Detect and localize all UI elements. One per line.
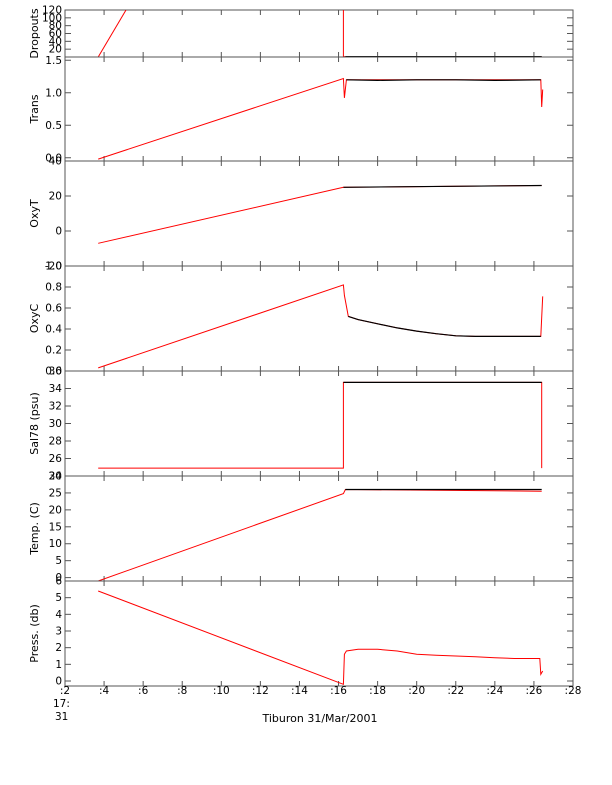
x-tick-label: :18	[369, 685, 386, 697]
panels-group: 20406080100120Dropouts0.00.51.01.5Trans-…	[28, 5, 574, 688]
panel-1: 0.0 0.5 1.0 1.5 Trans	[28, 55, 574, 164]
y-tick-label: 0	[55, 226, 62, 238]
y-tick-label: 100	[42, 12, 62, 24]
y-tick-label: 5	[55, 555, 62, 567]
y-tick-label: 0.2	[45, 345, 62, 357]
panel-3: 0.0 0.2 0.4 0.6 0.8 1.0 OxyC	[28, 261, 574, 378]
y-axis-title: OxyT	[28, 199, 41, 228]
x-axis-note-hour: 17:	[53, 698, 70, 710]
y-tick-label: 80	[49, 20, 62, 32]
series-group	[97, 10, 542, 57]
series-group	[98, 381, 543, 469]
series-line-raw	[97, 10, 127, 57]
y-tick-label: 20	[49, 44, 62, 56]
panel-4: 24 26 28 30 32 34 36 Sal78 (psu)	[28, 366, 574, 483]
y-tick-label: -20	[45, 261, 62, 273]
y-tick-label: 40	[49, 156, 62, 168]
x-axis: :2 :4 :6 :8 :10 :12 :14 :16 :18 :20 :22 :24 :26 :28	[60, 685, 582, 697]
y-tick-label: 5	[55, 592, 62, 604]
y-axis-title: Trans	[28, 94, 41, 124]
y-axis-title: OxyC	[28, 304, 41, 334]
y-tick-label: 34	[49, 383, 63, 395]
series-line-processed	[343, 184, 542, 188]
y-tick-label: 1.5	[45, 55, 62, 67]
x-tick-label: :2	[60, 685, 70, 697]
series-group	[98, 184, 542, 244]
y-tick-label: 40	[49, 36, 62, 48]
y-tick-label: 20	[49, 504, 62, 516]
y-tick-label: 0.5	[45, 120, 62, 132]
panel-6: 0 1 2 3 4 5 6 Press. (db)	[28, 576, 574, 688]
y-tick-label: 36	[49, 366, 63, 378]
x-tick-label: :4	[99, 685, 110, 697]
series-line-raw	[98, 381, 543, 469]
x-axis-title: Tiburon 31/Mar/2001	[261, 712, 377, 725]
y-tick-label: 120	[42, 5, 62, 17]
series-line-raw	[98, 590, 544, 686]
y-tick-label: 2	[55, 642, 62, 654]
y-tick-label: 3	[55, 626, 62, 638]
x-tick-label: :14	[291, 685, 308, 697]
y-axis-title: Press. (db)	[28, 604, 41, 663]
y-tick-label: 0.0	[45, 152, 62, 164]
x-tick-label: :24	[486, 685, 503, 697]
y-tick-label: 60	[49, 28, 62, 40]
y-tick-label: 15	[49, 521, 62, 533]
y-tick-label: 1.0	[45, 87, 62, 99]
panel-frame	[64, 160, 574, 267]
x-tick-label: :26	[525, 685, 542, 697]
series-line-raw	[98, 488, 542, 581]
y-axis-title: Dropouts	[28, 8, 41, 58]
panel-frame	[64, 265, 574, 372]
y-tick-label: 0	[55, 676, 62, 688]
x-tick-label: :10	[213, 685, 230, 697]
panel-frame	[64, 9, 574, 58]
series-line-raw	[98, 284, 544, 369]
y-tick-label: 4	[55, 609, 62, 621]
y-tick-label: 30	[49, 418, 62, 430]
y-tick-label: 25	[49, 487, 62, 499]
y-tick-label: 0	[55, 572, 62, 584]
y-tick-label: 10	[49, 538, 62, 550]
x-tick-label: :12	[252, 685, 269, 697]
panel-frame	[64, 370, 574, 477]
y-tick-label: 26	[49, 453, 63, 465]
y-tick-label: 1.0	[45, 261, 62, 273]
series-line-processed	[346, 79, 541, 82]
panel-5: 0 5 10 15 20 25 30 Temp. (C)	[28, 471, 574, 584]
y-tick-label: 0.8	[45, 282, 62, 294]
x-tick-label: :6	[138, 685, 149, 697]
y-tick-label: 32	[49, 401, 62, 413]
panel-2: -20 0 20 40 OxyT	[28, 156, 574, 273]
x-tick-label: :8	[177, 685, 187, 697]
panel-frame	[64, 580, 574, 687]
x-tick-label: :22	[447, 685, 464, 697]
y-tick-label: 20	[49, 191, 62, 203]
y-axis-title: Temp. (C)	[28, 502, 41, 556]
series-group	[98, 77, 544, 160]
series-line-raw	[98, 185, 542, 244]
y-tick-label: 6	[55, 576, 62, 588]
series-line-processed	[348, 315, 541, 337]
series-group	[98, 284, 544, 369]
y-tick-label: 0.4	[45, 324, 62, 336]
x-axis-note-day: 31	[55, 711, 68, 723]
y-axis-title: Sal78 (psu)	[28, 392, 41, 455]
y-tick-label: 0.0	[45, 366, 62, 378]
x-tick-label: :28	[565, 685, 582, 697]
y-tick-label: 1	[55, 659, 62, 671]
y-tick-label: 28	[49, 436, 62, 448]
series-group	[98, 488, 542, 581]
series-line-raw	[98, 77, 544, 160]
y-tick-label: 30	[49, 471, 62, 483]
series-group	[98, 590, 544, 686]
y-tick-label: 24	[49, 471, 63, 483]
x-tick-label: :16	[330, 685, 347, 697]
series-line-raw	[342, 10, 542, 57]
x-tick-label: :20	[408, 685, 425, 697]
y-tick-label: 0.6	[45, 303, 62, 315]
